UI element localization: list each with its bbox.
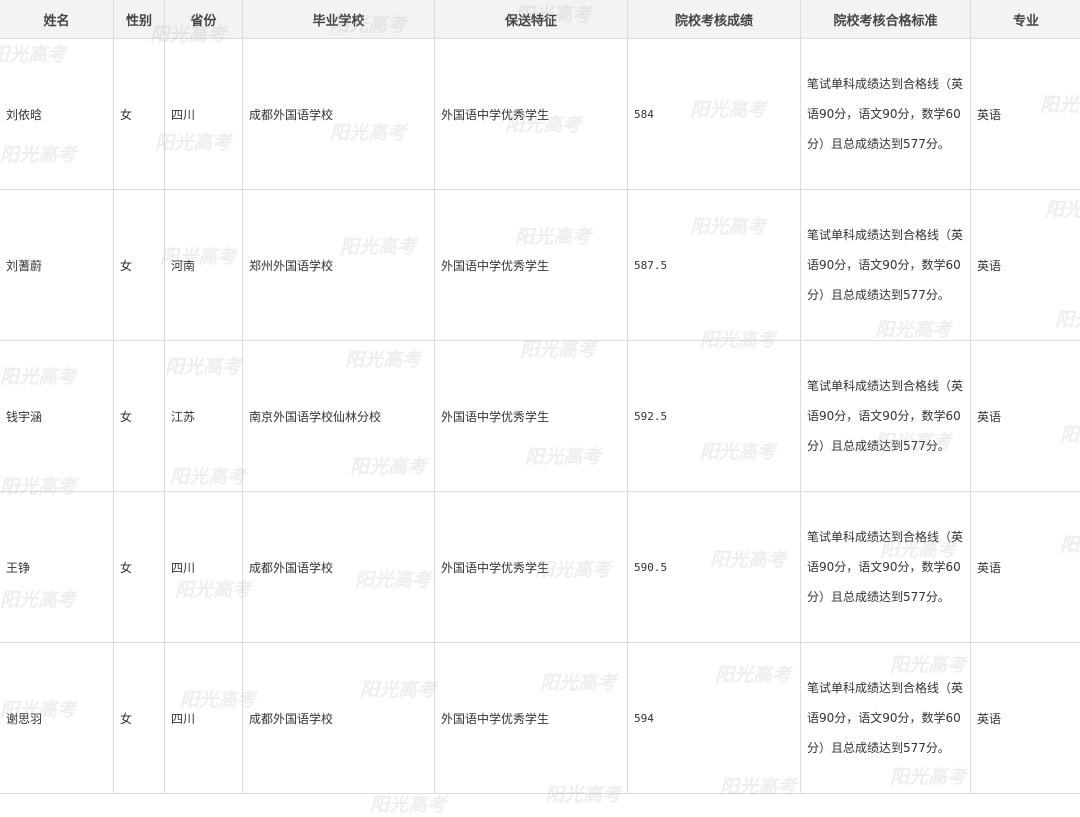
- cell-feature: 外国语中学优秀学生: [435, 492, 628, 643]
- cell-criteria: 笔试单科成绩达到合格线（英语90分，语文90分，数学60分）且总成绩达到577分…: [801, 190, 971, 341]
- cell-gender: 女: [114, 492, 165, 643]
- cell-score: 592.5: [628, 341, 801, 492]
- cell-major: 英语: [971, 39, 1080, 190]
- cell-score: 584: [628, 39, 801, 190]
- cell-feature: 外国语中学优秀学生: [435, 39, 628, 190]
- cell-province: 四川: [165, 643, 243, 794]
- cell-criteria: 笔试单科成绩达到合格线（英语90分，语文90分，数学60分）且总成绩达到577分…: [801, 492, 971, 643]
- cell-province: 四川: [165, 39, 243, 190]
- header-school: 毕业学校: [243, 0, 435, 39]
- header-province: 省份: [165, 0, 243, 39]
- cell-criteria: 笔试单科成绩达到合格线（英语90分，语文90分，数学60分）且总成绩达到577分…: [801, 341, 971, 492]
- cell-criteria: 笔试单科成绩达到合格线（英语90分，语文90分，数学60分）且总成绩达到577分…: [801, 39, 971, 190]
- header-major: 专业: [971, 0, 1080, 39]
- cell-feature: 外国语中学优秀学生: [435, 341, 628, 492]
- cell-name: 刘依晗: [0, 39, 114, 190]
- header-criteria: 院校考核合格标准: [801, 0, 971, 39]
- cell-major: 英语: [971, 341, 1080, 492]
- cell-major: 英语: [971, 492, 1080, 643]
- cell-province: 江苏: [165, 341, 243, 492]
- cell-school: 郑州外国语学校: [243, 190, 435, 341]
- cell-name: 刘蓍蔚: [0, 190, 114, 341]
- cell-score: 587.5: [628, 190, 801, 341]
- cell-criteria: 笔试单科成绩达到合格线（英语90分，语文90分，数学60分）且总成绩达到577分…: [801, 643, 971, 794]
- admission-table: 姓名 性别 省份 毕业学校 保送特征 院校考核成绩 院校考核合格标准 专业 刘依…: [0, 0, 1080, 794]
- cell-gender: 女: [114, 190, 165, 341]
- header-feature: 保送特征: [435, 0, 628, 39]
- cell-feature: 外国语中学优秀学生: [435, 643, 628, 794]
- watermark-logo: 阳光高考: [370, 790, 446, 817]
- cell-school: 成都外国语学校: [243, 39, 435, 190]
- cell-province: 四川: [165, 492, 243, 643]
- cell-gender: 女: [114, 643, 165, 794]
- cell-gender: 女: [114, 341, 165, 492]
- cell-name: 钱宇涵: [0, 341, 114, 492]
- cell-score: 594: [628, 643, 801, 794]
- cell-major: 英语: [971, 643, 1080, 794]
- cell-name: 王铮: [0, 492, 114, 643]
- cell-major: 英语: [971, 190, 1080, 341]
- cell-gender: 女: [114, 39, 165, 190]
- cell-school: 成都外国语学校: [243, 643, 435, 794]
- cell-province: 河南: [165, 190, 243, 341]
- cell-feature: 外国语中学优秀学生: [435, 190, 628, 341]
- cell-name: 谢思羽: [0, 643, 114, 794]
- header-name: 姓名: [0, 0, 114, 39]
- header-gender: 性别: [114, 0, 165, 39]
- header-score: 院校考核成绩: [628, 0, 801, 39]
- cell-school: 成都外国语学校: [243, 492, 435, 643]
- cell-school: 南京外国语学校仙林分校: [243, 341, 435, 492]
- cell-score: 590.5: [628, 492, 801, 643]
- header-row: 姓名 性别 省份 毕业学校 保送特征 院校考核成绩 院校考核合格标准 专业: [0, 0, 1080, 39]
